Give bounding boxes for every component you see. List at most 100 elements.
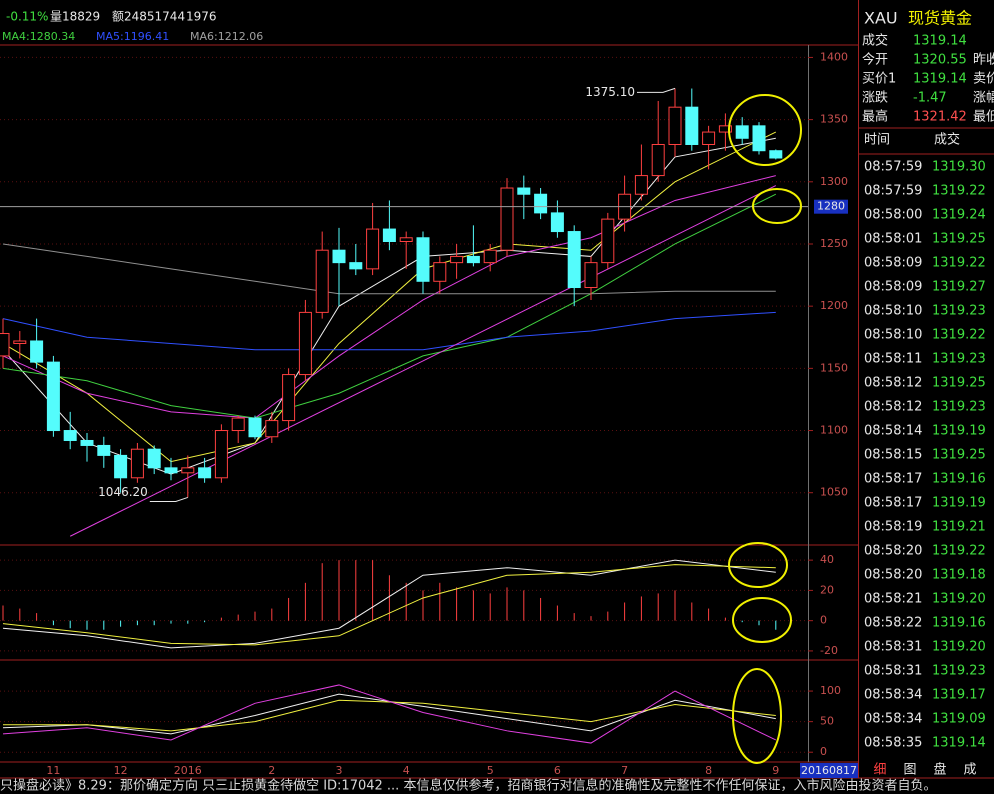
quote-label: 涨跌 [862, 90, 888, 106]
x-tick-label: 4 [403, 764, 410, 777]
candle-body [735, 125, 749, 139]
x-tick-label: 12 [114, 764, 128, 777]
tick-time: 08:58:09 [864, 256, 922, 271]
candle-body [0, 333, 10, 357]
date-box [800, 763, 858, 778]
x-tick-label: 7 [621, 764, 628, 777]
candle-body [214, 430, 228, 479]
instrument-name: 现货黄金 [908, 9, 972, 28]
y-tick-label: 50 [820, 715, 834, 728]
tab[interactable]: 成 [963, 763, 976, 778]
symbol: XAU [864, 9, 898, 28]
tick-price: 1319.16 [932, 616, 986, 631]
tick-time: 08:58:31 [864, 664, 922, 679]
candle-body [97, 444, 111, 456]
price-box [814, 199, 848, 214]
y-tick-label: 1200 [820, 299, 848, 312]
ticker: 只操盘必读》8.29：那价确定方向 只三止损黄金待做空 ID:17042 ...… [0, 778, 936, 794]
tick-time: 08:58:19 [864, 520, 922, 535]
candle-body [517, 187, 531, 195]
tick-time: 08:58:11 [864, 352, 922, 367]
tick-time: 08:58:34 [864, 688, 922, 703]
tab[interactable]: 细 [873, 763, 886, 778]
y-tick-label: 1300 [820, 175, 848, 188]
candle-body [315, 249, 329, 313]
candle-body [702, 131, 716, 145]
change: -0.11% [6, 10, 48, 24]
quote-value: 1320.55 [913, 53, 967, 68]
candle-body [752, 125, 766, 152]
y-tick-label: 0 [820, 745, 827, 758]
tick-price: 1319.17 [932, 688, 986, 703]
tick-time: 08:58:17 [864, 496, 922, 511]
candle-body [147, 448, 161, 469]
candle-body [332, 249, 346, 264]
extra: 1976 [186, 10, 217, 24]
tick-price: 1319.19 [932, 496, 986, 511]
indicator-line [2, 693, 776, 735]
tick-price: 1319.24 [932, 208, 986, 223]
indicator-line [2, 564, 776, 646]
x-tick-label: 9 [772, 764, 779, 777]
indicator-line [2, 243, 776, 295]
candle-body [248, 417, 262, 438]
candle-body [651, 143, 665, 177]
candle-body [601, 218, 615, 264]
candle-body [668, 106, 682, 145]
x-tick-label: 8 [705, 764, 712, 777]
quote-label: 昨收 [973, 53, 994, 68]
candle-body [164, 467, 178, 474]
tick-price: 1319.23 [932, 304, 986, 319]
y-tick-label: 1350 [820, 113, 848, 126]
tick-price: 1319.25 [932, 232, 986, 247]
tick-time: 08:58:15 [864, 448, 922, 463]
x-tick-label: 5 [487, 764, 494, 777]
tick-time: 08:58:35 [864, 736, 922, 751]
quote-label: 最低 [973, 110, 994, 125]
indicator-line [3, 699, 776, 732]
candle-body [298, 311, 312, 376]
tick-time: 08:58:12 [864, 400, 922, 415]
circle [752, 188, 802, 224]
candle-body [718, 125, 732, 133]
candle-body [483, 249, 497, 264]
annotation: 1046.20 [98, 485, 148, 499]
y-tick-label: 40 [820, 553, 834, 566]
candle-body [46, 361, 60, 432]
quote-label: 涨幅 [973, 91, 994, 106]
tab[interactable]: 图 [903, 763, 916, 778]
candle-body [30, 340, 44, 363]
tick-time: 08:58:34 [864, 712, 922, 727]
candle-body [685, 106, 699, 145]
y-tick-label: 20 [820, 583, 834, 596]
y-tick-label: 100 [820, 684, 841, 697]
tick-price: 1319.16 [932, 472, 986, 487]
indicator-line [2, 131, 777, 463]
candle-body [265, 420, 279, 438]
candle-body [567, 231, 581, 289]
tick-price: 1319.18 [932, 568, 986, 583]
amount: 额24851744 [112, 10, 185, 24]
candle-body [80, 439, 94, 446]
circle [728, 94, 802, 166]
tick-time: 08:57:59 [864, 160, 922, 175]
y-tick-label: -20 [820, 644, 838, 657]
y-tick-label: 1050 [820, 486, 848, 499]
x-tick-label: 11 [46, 764, 60, 777]
ma-label: MA6:1212.06 [190, 30, 263, 43]
quote-label: 买价1 [862, 72, 896, 87]
tick-price: 1319.25 [932, 376, 986, 391]
candle-body [13, 340, 27, 344]
tab[interactable]: 盘 [933, 762, 946, 778]
annotation: 1375.10 [585, 85, 635, 99]
tick-time: 08:58:31 [864, 640, 922, 655]
y-tick-label: 1250 [820, 237, 848, 250]
ticks-header: 成交 [934, 132, 960, 148]
annotation-leader [637, 87, 676, 93]
y-tick-label: 1150 [820, 361, 848, 374]
candle-body [114, 454, 128, 479]
tick-time: 08:57:59 [864, 184, 922, 199]
ma-label: MA4:1280.34 [2, 30, 75, 43]
candle-body [282, 374, 296, 422]
date: 20160817 [801, 764, 857, 777]
